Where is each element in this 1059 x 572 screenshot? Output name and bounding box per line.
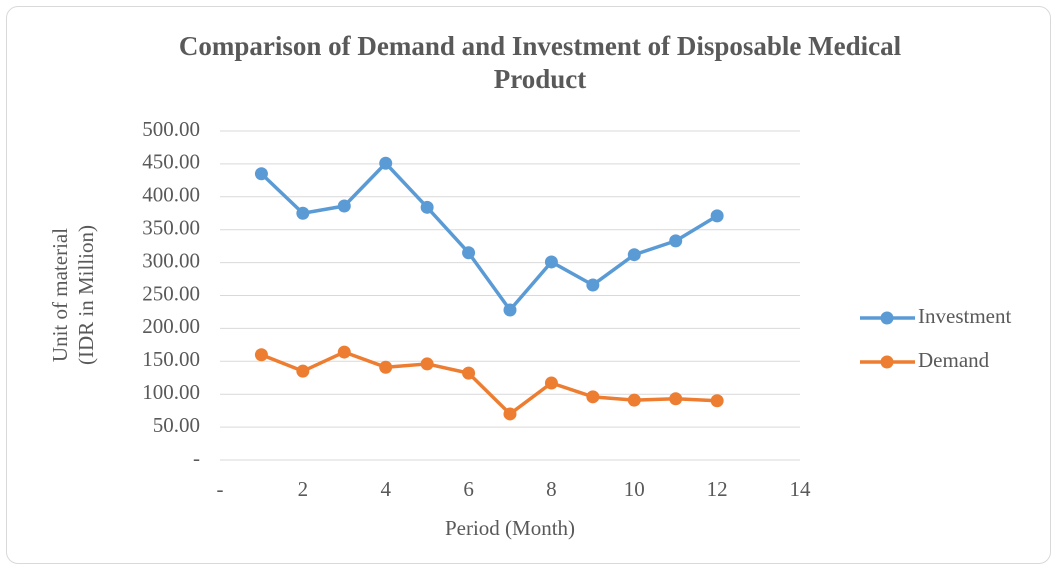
data-point <box>337 199 351 213</box>
data-point <box>462 366 476 380</box>
data-point <box>254 167 268 181</box>
data-point <box>710 209 724 223</box>
data-point <box>296 364 310 378</box>
series-line <box>260 161 719 312</box>
chart-title: Comparison of Demand and Investment of D… <box>178 31 902 94</box>
legend-marker <box>880 311 894 325</box>
data-point <box>296 206 310 220</box>
x-tick-label: 8 <box>546 477 557 501</box>
data-point <box>544 255 558 269</box>
data-point <box>627 248 641 262</box>
y-tick-label: 100.00 <box>142 380 200 404</box>
legend-label: Demand <box>918 348 990 372</box>
x-tick-label: 4 <box>380 477 391 501</box>
data-point <box>669 392 683 406</box>
x-tick-label: 2 <box>298 477 309 501</box>
x-tick-label: - <box>217 477 224 501</box>
y-tick-label: 200.00 <box>142 314 200 338</box>
x-tick-label: 12 <box>707 477 728 501</box>
y-axis-label-line: Unit of material <box>48 228 72 362</box>
y-tick-label: 300.00 <box>142 248 200 272</box>
y-axis-label: Unit of material (IDR in Million) <box>48 225 98 365</box>
y-tick-label: - <box>193 446 200 470</box>
y-tick-label: 150.00 <box>142 347 200 371</box>
x-tick-label: 14 <box>790 477 812 501</box>
data-point <box>254 348 268 362</box>
data-point <box>379 156 393 170</box>
data-point <box>586 390 600 404</box>
x-tick-label: 6 <box>463 477 474 501</box>
data-point <box>420 357 434 371</box>
y-tick-label: 350.00 <box>142 216 200 240</box>
chart-frame <box>6 6 1051 564</box>
y-tick-label: 50.00 <box>153 413 200 437</box>
y-axis-label-line: (IDR in Million) <box>74 225 98 365</box>
data-point <box>669 234 683 248</box>
data-point <box>462 246 476 260</box>
data-point <box>627 393 641 407</box>
data-point <box>503 407 517 421</box>
data-point <box>503 303 517 317</box>
y-tick-label: 500.00 <box>142 117 200 141</box>
x-tick-label: 10 <box>624 477 645 501</box>
y-tick-label: 450.00 <box>142 150 200 174</box>
data-point <box>337 345 351 359</box>
data-point <box>379 360 393 374</box>
data-point <box>710 394 724 408</box>
data-point <box>544 376 558 390</box>
y-tick-label: 400.00 <box>142 183 200 207</box>
x-axis-label: Period (Month) <box>445 516 575 540</box>
legend-label: Investment <box>918 304 1011 328</box>
legend-marker <box>880 355 894 369</box>
series-line <box>260 350 718 416</box>
data-point <box>586 278 600 292</box>
data-point <box>420 200 434 214</box>
y-tick-label: 250.00 <box>142 281 200 305</box>
